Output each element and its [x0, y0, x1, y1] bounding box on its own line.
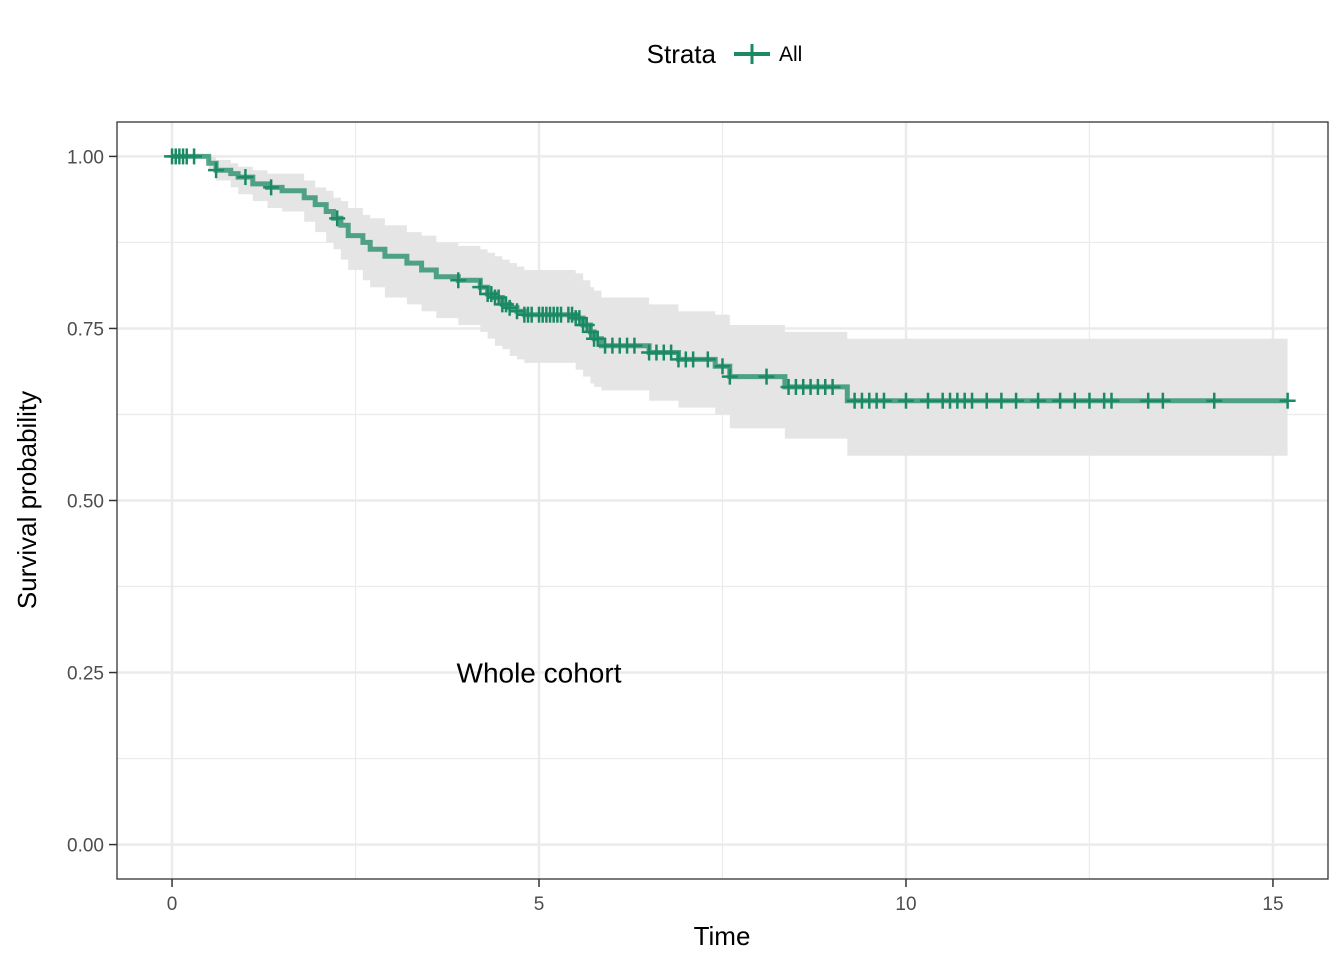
- censor-marks: [164, 148, 1296, 409]
- confidence-band: [172, 156, 1288, 456]
- y-tick-label: 0.00: [67, 836, 104, 857]
- y-axis: 0.00 0.25 0.50 0.75 1.00: [67, 147, 117, 857]
- x-tick-label: 15: [1262, 894, 1283, 915]
- legend-title: Strata: [647, 39, 717, 69]
- y-tick-label: 1.00: [67, 147, 104, 168]
- y-axis-title: Survival probability: [12, 391, 42, 609]
- legend: Strata All: [647, 39, 803, 69]
- x-axis: 0 5 10 15: [167, 879, 1284, 915]
- legend-label-all: All: [779, 43, 802, 66]
- ci-band-area: [172, 156, 1288, 456]
- y-tick-label: 0.50: [67, 492, 104, 513]
- y-tick-label: 0.25: [67, 664, 104, 685]
- x-tick-label: 0: [167, 894, 178, 915]
- x-axis-title: Time: [694, 921, 751, 951]
- plot-panel: Whole cohort: [116, 121, 1329, 880]
- annotation-label: Whole cohort: [457, 658, 622, 689]
- y-tick-label: 0.75: [67, 319, 104, 340]
- x-tick-label: 10: [895, 894, 916, 915]
- x-tick-label: 5: [534, 894, 545, 915]
